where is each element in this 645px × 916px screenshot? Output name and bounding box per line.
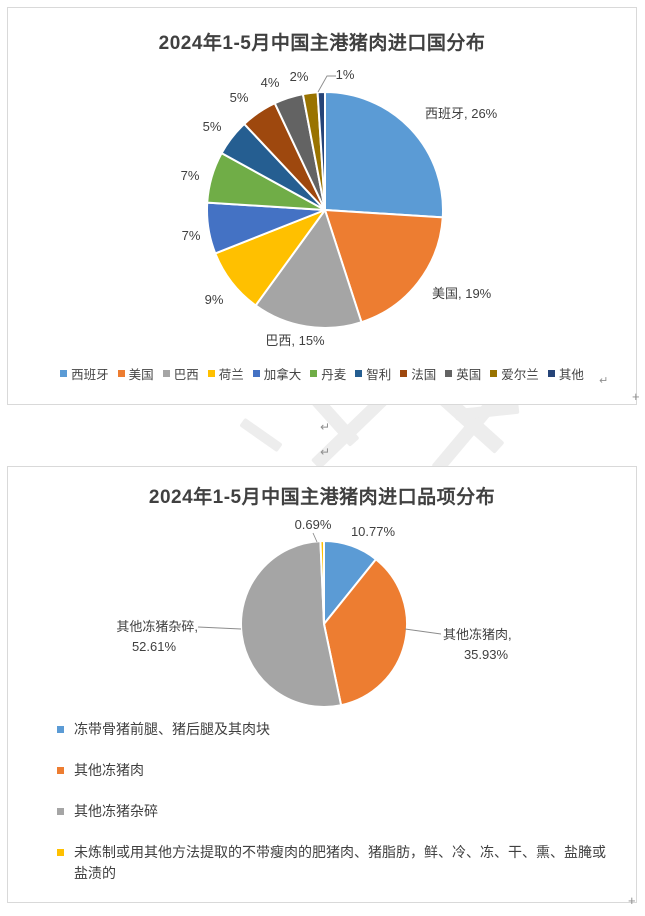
object-anchor-icon: +	[628, 893, 636, 908]
legend-label: 其他冻猪肉	[74, 762, 144, 778]
legend1-item-3: 荷兰	[207, 364, 244, 383]
legend-label: 巴西	[173, 368, 199, 382]
legend-swatch	[162, 370, 170, 377]
legend-label: 英国	[456, 368, 482, 382]
legend-label: 智利	[366, 368, 392, 382]
legend-swatch	[547, 370, 555, 377]
object-anchor-icon: +	[632, 389, 640, 404]
legend-label: 其他冻猪杂碎	[74, 803, 158, 819]
legend-label: 未炼制或用其他方法提取的不带瘦肉的肥猪肉、猪脂肪，鲜、冷、冻、干、熏、盐腌或盐渍…	[74, 844, 606, 881]
legend-swatch	[57, 726, 64, 733]
legend-label: 冻带骨猪前腿、猪后腿及其肉块	[74, 721, 270, 737]
legend-swatch	[252, 370, 260, 377]
legend-label: 其他	[558, 368, 584, 382]
paragraph-mark: ↵	[320, 420, 331, 434]
legend-swatch	[60, 370, 68, 377]
legend1-item-5: 丹麦	[310, 364, 346, 383]
legend-swatch	[57, 767, 64, 774]
chart2-title: 2024年1-5月中国主港猪肉进口品项分布	[148, 487, 496, 508]
chart1-title: 2024年1-5月中国主港猪肉进口国分布	[158, 33, 486, 54]
paragraph-mark: ↵	[320, 445, 331, 459]
legend-label: 丹麦	[321, 368, 347, 382]
legend-swatch	[310, 370, 318, 377]
legend1-item-4: 加拿大	[252, 364, 302, 383]
import-country-chart-image[interactable]: 2024年1-5月中国主港猪肉进口国分布 西班牙 美国 巴西 荷兰 加拿大 丹麦 智利 法国 英…	[7, 7, 637, 405]
legend-swatch	[490, 370, 498, 377]
legend-label: 西班牙	[71, 368, 109, 382]
chart2-legend: 冻带骨猪前腿、猪后腿及其肉块 其他冻猪肉其他冻猪杂碎未炼制或用其他方法提取的不带瘦…	[57, 719, 607, 904]
legend-swatch	[117, 370, 125, 377]
legend1-item-7: 法国	[400, 364, 436, 383]
legend-label: 美国	[128, 368, 154, 382]
watermark-stroke	[239, 417, 283, 453]
legend-swatch	[207, 370, 215, 377]
legend-swatch	[57, 849, 64, 856]
legend1-item-0: 西班牙	[60, 364, 109, 383]
paragraph-mark: ↵	[599, 375, 609, 387]
legend1-item-6: 智利	[355, 364, 391, 383]
legend-label: 爱尔兰	[501, 368, 539, 382]
legend1-item-2: 巴西	[162, 364, 199, 383]
legend-label: 法国	[411, 368, 437, 382]
legend2-item-2: 其他冻猪杂碎	[57, 801, 607, 822]
legend-swatch	[400, 370, 408, 377]
legend-label: 加拿大	[263, 368, 302, 382]
import-item-chart-image[interactable]: 2024年1-5月中国主港猪肉进口品项分布 冻带骨猪前腿、猪后腿及其肉块 其他冻猪…	[7, 466, 637, 903]
legend1-item-10: 其他	[547, 364, 584, 383]
legend-swatch	[57, 808, 64, 815]
legend-swatch	[445, 370, 453, 377]
legend-label: 荷兰	[218, 368, 244, 382]
legend1-item-9: 爱尔兰	[490, 364, 539, 383]
chart1-legend: 西班牙 美国 巴西 荷兰 加拿大 丹麦 智利 法国 英国 爱尔兰 其他	[8, 364, 636, 383]
legend1-item-1: 美国	[117, 364, 154, 383]
legend2-item-1: 其他冻猪肉	[57, 760, 607, 781]
legend1-item-8: 英国	[445, 364, 481, 383]
legend2-item-0: 冻带骨猪前腿、猪后腿及其肉块	[57, 719, 607, 740]
legend2-item-3: 未炼制或用其他方法提取的不带瘦肉的肥猪肉、猪脂肪，鲜、冷、冻、干、熏、盐腌或盐渍…	[57, 842, 607, 884]
legend-swatch	[355, 370, 363, 377]
